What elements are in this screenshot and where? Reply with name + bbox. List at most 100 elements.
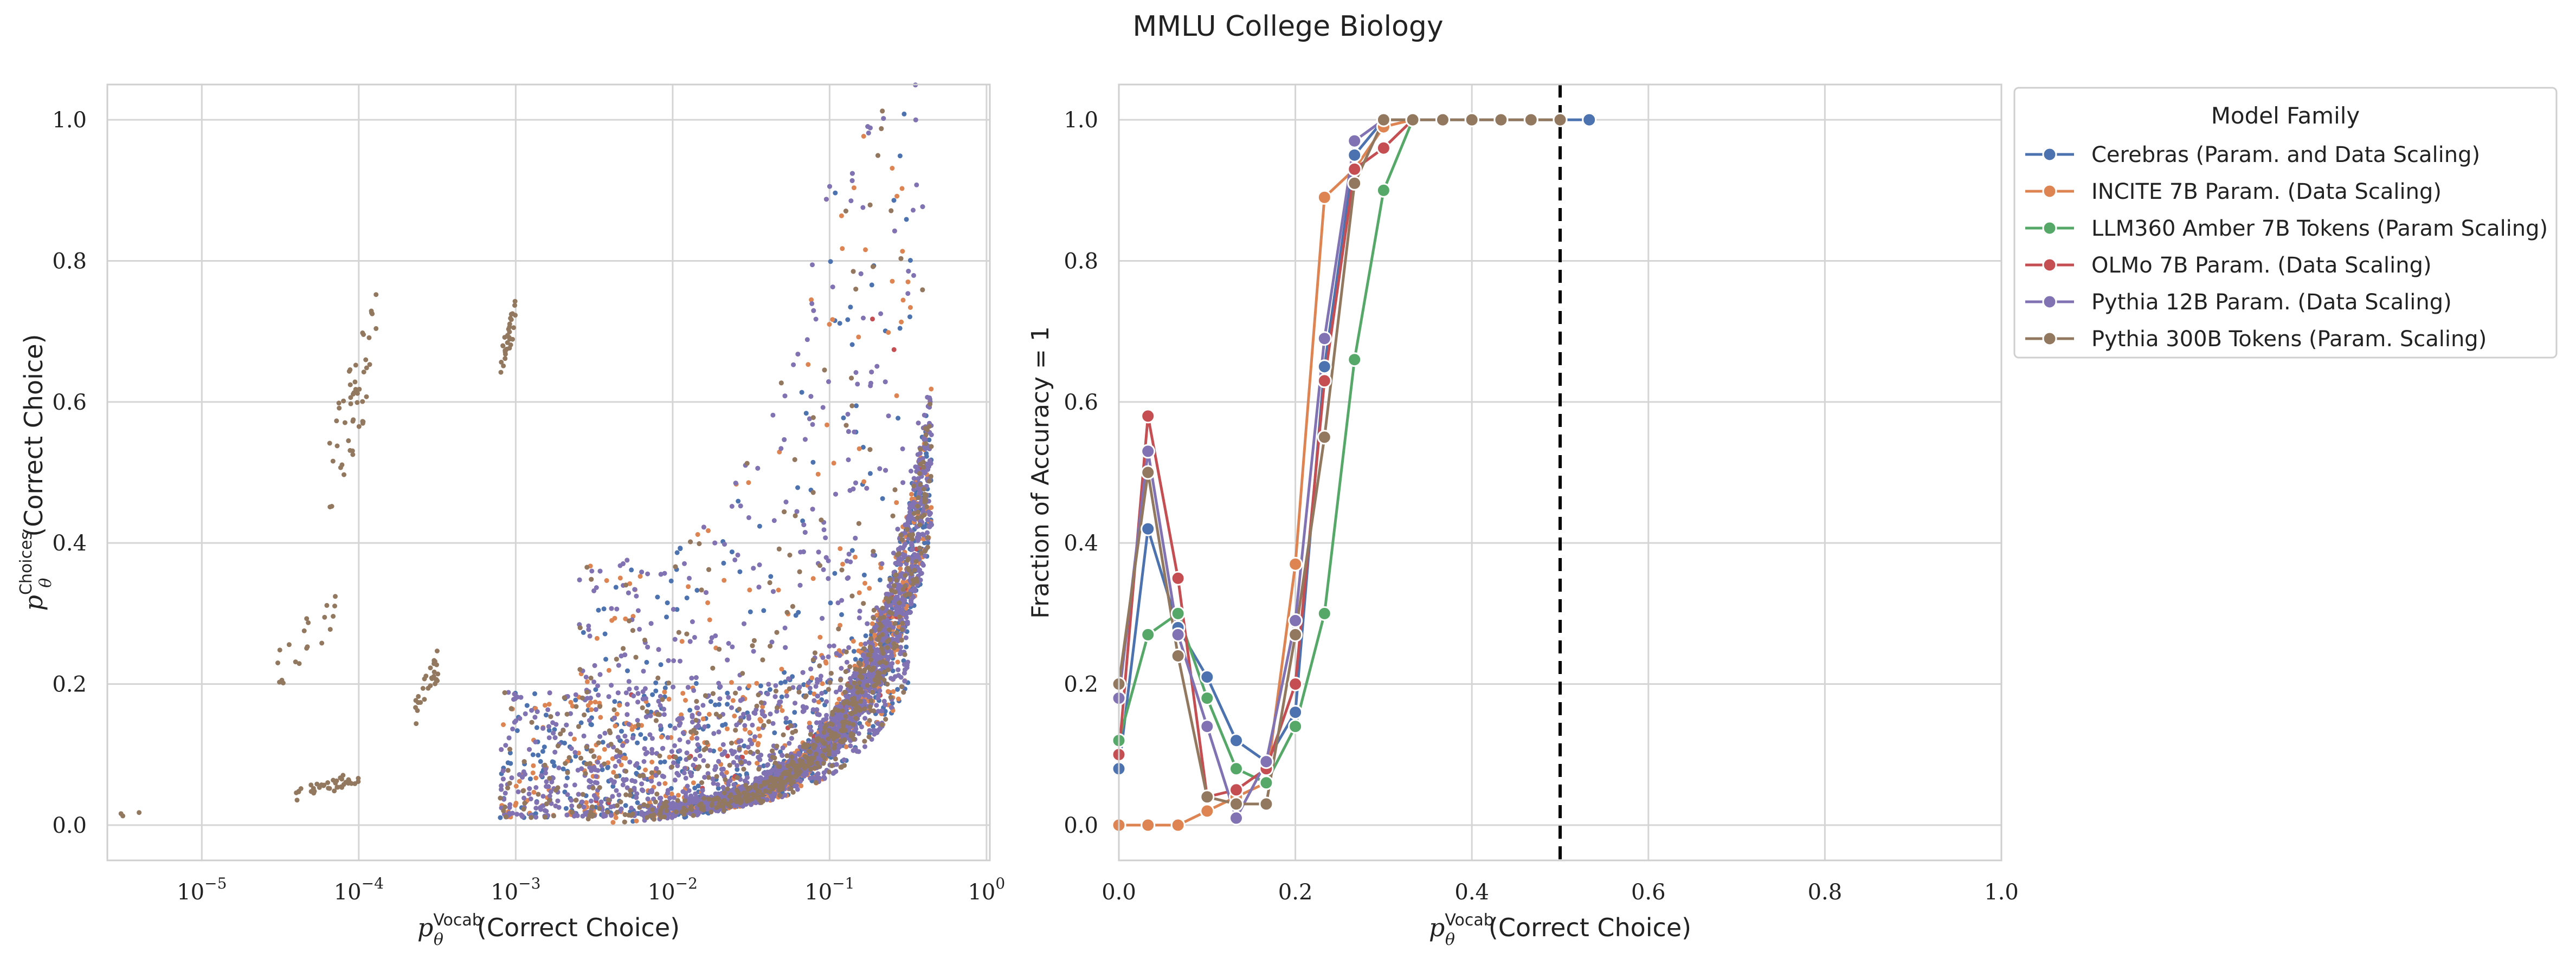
- scatter-point: [527, 747, 532, 752]
- scatter-point: [782, 679, 788, 684]
- scatter-point: [720, 742, 726, 747]
- scatter-point: [890, 278, 895, 284]
- scatter-point: [678, 658, 682, 664]
- scatter-point: [635, 740, 640, 746]
- scatter-point: [758, 683, 763, 689]
- scatter-point: [790, 674, 795, 679]
- scatter-point: [803, 411, 809, 416]
- scatter-point: [609, 606, 614, 611]
- scatter-point: [877, 577, 883, 582]
- scatter-point: [725, 702, 730, 707]
- scatter-point: [825, 422, 829, 427]
- scatter-point: [627, 686, 632, 692]
- scatter-point: [861, 572, 867, 578]
- scatter-point: [811, 308, 816, 313]
- scatter-point: [534, 725, 539, 730]
- scatter-point: [860, 445, 866, 450]
- scatter-point: [736, 498, 741, 504]
- scatter-point: [572, 782, 577, 788]
- scatter-point: [538, 759, 543, 764]
- scatter-point: [693, 791, 698, 796]
- scatter-point: [731, 782, 737, 787]
- scatter-point: [770, 721, 776, 726]
- scatter-point: [672, 725, 678, 731]
- scatter-point: [705, 600, 710, 605]
- scatter-point: [687, 708, 693, 713]
- scatter-point: [697, 753, 703, 759]
- scatter-point: [594, 774, 599, 779]
- scatter-point: [589, 568, 595, 574]
- scatter-point: [848, 676, 853, 681]
- scatter-point: [929, 386, 934, 392]
- scatter-point: [767, 687, 772, 692]
- scatter-point: [693, 681, 699, 686]
- scatter-point: [792, 783, 797, 789]
- scatter-point: [594, 636, 600, 641]
- scatter-point: [778, 680, 783, 685]
- scatter-point: [813, 316, 819, 322]
- scatter-point: [649, 747, 655, 752]
- scatter-point: [610, 794, 615, 799]
- scatter-point: [856, 590, 862, 595]
- scatter-point: [778, 446, 784, 451]
- scatter-point: [907, 314, 912, 320]
- scatter-point: [909, 469, 913, 474]
- scatter-point: [910, 547, 915, 552]
- scatter-point: [838, 714, 843, 719]
- scatter-point: [662, 571, 667, 576]
- scatter-point: [672, 777, 678, 783]
- scatter-point: [648, 709, 654, 715]
- scatter-point: [874, 703, 879, 708]
- scatter-point: [619, 806, 624, 812]
- scatter-point: [856, 615, 862, 620]
- scatter-point: [581, 805, 587, 809]
- scatter-point: [899, 186, 905, 191]
- scatter-point: [856, 334, 861, 340]
- scatter-point: [612, 699, 617, 704]
- scatter-point: [613, 815, 619, 820]
- scatter-point: [563, 806, 569, 811]
- scatter-point: [605, 765, 610, 770]
- scatter-point: [862, 581, 867, 586]
- scatter-point: [914, 182, 919, 187]
- scatter-point: [795, 485, 800, 490]
- scatter-point: [665, 600, 670, 606]
- scatter-point: [912, 552, 917, 557]
- scatter-point: [791, 362, 796, 367]
- scatter-point: [697, 711, 702, 717]
- scatter-point: [820, 681, 825, 686]
- scatter-point: [675, 763, 680, 768]
- scatter-point: [658, 760, 663, 765]
- scatter-point: [776, 587, 781, 593]
- scatter-point: [530, 752, 536, 757]
- scatter-point: [758, 718, 763, 724]
- figure-title: MMLU College Biology: [1132, 10, 1443, 43]
- scatter-point: [613, 723, 618, 729]
- scatter-point: [539, 773, 544, 778]
- scatter-point: [839, 213, 844, 218]
- scatter-point: [686, 788, 692, 793]
- scatter-point: [586, 627, 591, 632]
- scatter-point: [885, 689, 891, 694]
- scatter-point: [742, 723, 748, 728]
- scatter-point: [720, 785, 726, 790]
- scatter-point: [684, 595, 690, 601]
- scatter-point: [700, 703, 706, 708]
- scatter-point: [649, 760, 655, 764]
- scatter-point: [595, 760, 601, 765]
- scatter-point: [615, 735, 621, 740]
- scatter-point: [606, 760, 611, 766]
- scatter-point: [878, 565, 884, 571]
- scatter-point: [680, 691, 686, 696]
- scatter-point: [547, 793, 552, 799]
- scatter-point: [761, 770, 767, 776]
- scatter-point: [902, 678, 907, 684]
- scatter-point: [780, 745, 785, 750]
- scatter-point: [895, 686, 900, 692]
- scatter-point: [591, 679, 597, 685]
- scatter-point: [588, 798, 594, 804]
- scatter-point: [533, 785, 539, 790]
- scatter-point: [726, 641, 731, 646]
- scatter-point: [600, 740, 606, 745]
- scatter-point: [667, 754, 672, 760]
